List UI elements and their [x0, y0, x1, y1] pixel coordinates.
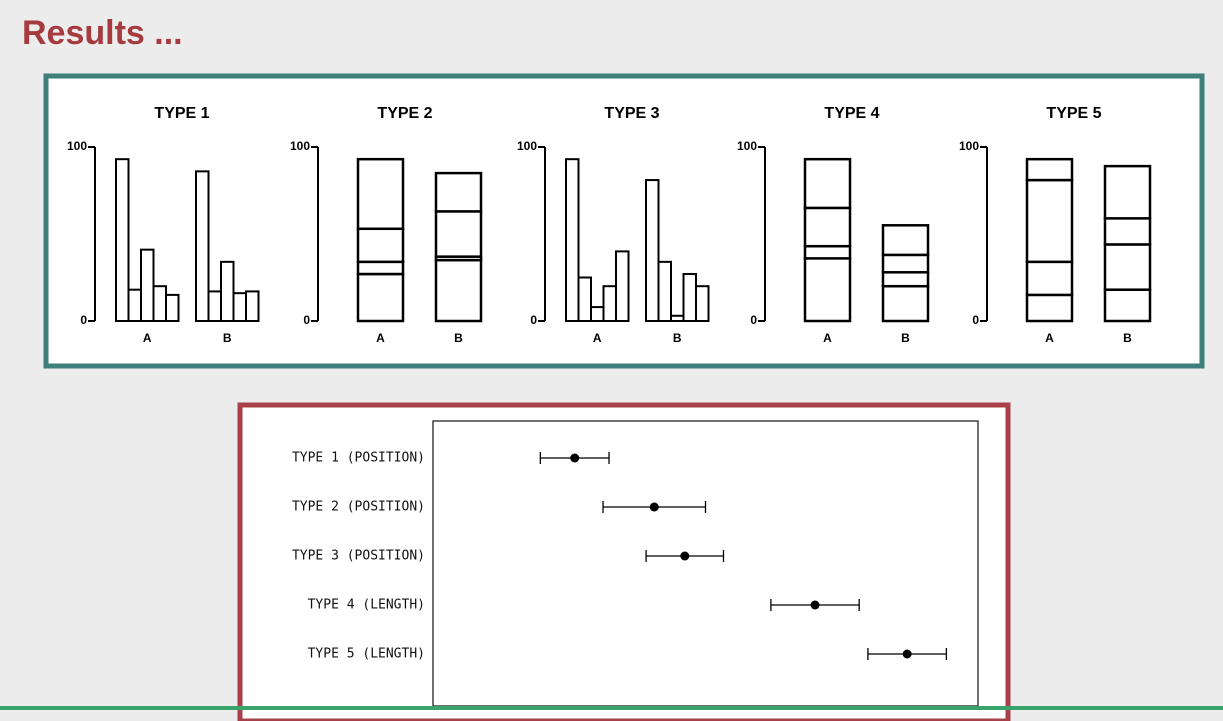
x-tick-label: B — [901, 331, 910, 345]
bar-segment — [803, 244, 852, 260]
bar-segment — [803, 157, 852, 210]
y-tick-label: 0 — [972, 313, 979, 327]
x-tick-label: A — [143, 331, 152, 345]
y-tick-label: 100 — [290, 139, 310, 153]
chart-title: TYPE 3 — [604, 105, 659, 122]
row-label: TYPE 4 (LENGTH) — [308, 598, 425, 613]
bar-segment — [356, 272, 405, 323]
bar — [615, 250, 630, 322]
results-panel — [237, 402, 1011, 721]
bar-segment — [803, 206, 852, 248]
dot — [902, 649, 912, 659]
row-label: TYPE 2 (POSITION) — [292, 500, 425, 515]
bar-segment — [881, 284, 930, 323]
bar-segment — [1025, 157, 1074, 182]
bar-segment — [1025, 260, 1074, 297]
bar-segment — [881, 224, 930, 257]
bar — [152, 285, 167, 323]
bar — [165, 293, 180, 322]
y-tick-label: 100 — [959, 139, 979, 153]
bar-segment — [356, 157, 405, 231]
y-tick-label: 0 — [750, 313, 757, 327]
x-tick-label: B — [673, 331, 682, 345]
bar-segment — [803, 257, 852, 323]
x-tick-label: A — [823, 331, 832, 345]
bar — [590, 306, 605, 322]
chart-title: TYPE 4 — [824, 105, 879, 122]
y-tick-label: 100 — [737, 139, 757, 153]
bar — [115, 158, 130, 322]
bar-segment — [356, 260, 405, 276]
bar — [670, 314, 685, 322]
row-label: TYPE 5 (LENGTH) — [308, 647, 425, 662]
bar — [127, 288, 142, 322]
row-label: TYPE 1 (POSITION) — [292, 451, 425, 466]
y-tick-label: 100 — [67, 139, 87, 153]
dot — [570, 453, 580, 463]
bar-segment — [1103, 288, 1152, 323]
bar — [195, 170, 210, 322]
chart-title: TYPE 1 — [154, 105, 209, 122]
bar-segment — [356, 227, 405, 264]
bar-segment — [1025, 178, 1074, 264]
progress-bar — [0, 706, 1223, 710]
dot — [649, 502, 659, 512]
bar-segment — [434, 171, 483, 213]
bar-segment — [881, 271, 930, 288]
bar — [695, 285, 710, 323]
bar — [645, 179, 660, 322]
chart-title: TYPE 2 — [377, 105, 432, 122]
bar-segment — [1103, 164, 1152, 220]
bar — [207, 290, 222, 323]
row-label: TYPE 3 (POSITION) — [292, 549, 425, 564]
bar-segment — [434, 210, 483, 258]
bar-segment — [1103, 217, 1152, 246]
bar — [577, 276, 592, 322]
y-tick-label: 0 — [530, 313, 537, 327]
bar — [140, 248, 155, 322]
bar — [245, 290, 260, 323]
bar — [220, 260, 235, 322]
dot — [680, 551, 690, 561]
x-tick-label: B — [223, 331, 232, 345]
x-tick-label: B — [454, 331, 463, 345]
bar-segment — [881, 253, 930, 274]
x-tick-label: A — [1045, 331, 1054, 345]
y-tick-label: 100 — [517, 139, 537, 153]
bar-segment — [434, 258, 483, 323]
y-tick-label: 0 — [80, 313, 87, 327]
bar — [657, 260, 672, 322]
bar — [682, 273, 697, 322]
bar — [602, 285, 617, 323]
bar-segment — [1103, 243, 1152, 291]
dot — [810, 600, 820, 610]
slide-title: Results ... — [22, 14, 183, 52]
bar-segment — [1025, 293, 1074, 323]
x-tick-label: B — [1123, 331, 1132, 345]
x-tick-label: A — [376, 331, 385, 345]
bar — [565, 158, 580, 322]
x-tick-label: A — [593, 331, 602, 345]
y-tick-label: 0 — [303, 313, 310, 327]
bar — [232, 292, 247, 323]
chart-title: TYPE 5 — [1046, 105, 1101, 122]
